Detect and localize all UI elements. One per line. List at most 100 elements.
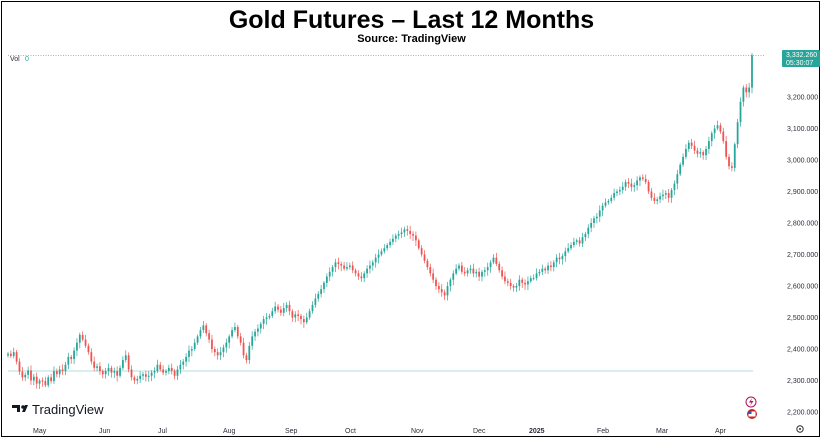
- candle-body: [374, 257, 377, 263]
- candle-body: [400, 232, 403, 235]
- tradingview-logo: TradingView: [12, 402, 104, 417]
- candle-body: [604, 202, 607, 206]
- candle-body: [337, 262, 340, 264]
- candle-body: [389, 241, 391, 246]
- y-axis: 3,200.000 3,100.000 3,000.000 2,900.000 2,80…: [787, 95, 818, 417]
- candle-body: [667, 193, 670, 198]
- candle-body: [351, 265, 354, 271]
- candle-body: [162, 369, 165, 373]
- candle-body: [182, 361, 185, 365]
- candle-body: [535, 273, 538, 279]
- candle-body: [521, 279, 524, 283]
- candle-body: [101, 371, 104, 375]
- candle-body: [567, 248, 570, 252]
- candle-body: [371, 262, 374, 266]
- candle-body: [705, 148, 707, 156]
- candle-body: [420, 248, 423, 255]
- candle-body: [644, 178, 647, 183]
- candle-body: [515, 286, 518, 288]
- candle-body: [641, 177, 644, 179]
- candle-body: [650, 191, 653, 198]
- x-tick-label: Dec: [473, 428, 486, 435]
- candle-body: [213, 349, 216, 353]
- candle-body: [486, 267, 489, 271]
- candle-body: [415, 235, 417, 241]
- candle-body: [30, 370, 32, 381]
- candle-body: [460, 265, 463, 272]
- candle-body: [348, 265, 351, 268]
- lightning-icon[interactable]: [745, 396, 757, 408]
- candle-body: [679, 164, 682, 175]
- candle-body: [139, 375, 142, 379]
- tradingview-logo-icon: [12, 405, 28, 412]
- candle-body: [587, 227, 590, 235]
- candle-body: [314, 298, 317, 305]
- candle-body: [159, 364, 162, 370]
- candle-body: [280, 309, 282, 313]
- chart-grid: [8, 55, 765, 372]
- candle-body: [116, 371, 119, 376]
- x-tick-label: Feb: [597, 428, 609, 435]
- candle-body: [437, 286, 440, 290]
- candle-body: [636, 180, 638, 186]
- candle-body: [328, 271, 331, 277]
- candle-body: [202, 325, 205, 331]
- candle-body: [208, 333, 210, 340]
- candle-body: [300, 315, 302, 320]
- candle-body: [38, 380, 41, 384]
- candle-body: [265, 317, 268, 320]
- candle-body: [481, 271, 483, 277]
- candle-body: [713, 128, 716, 134]
- candle-body: [446, 286, 449, 296]
- candle-body: [153, 371, 156, 373]
- volume-label: Vol: [10, 56, 20, 63]
- settings-gear-icon[interactable]: [796, 425, 804, 433]
- candle-body: [616, 191, 618, 194]
- candle-body: [53, 371, 55, 382]
- candle-body: [483, 270, 486, 272]
- chart-subtitle: Source: TradingView: [357, 33, 466, 45]
- x-tick-label: Jul: [158, 428, 167, 435]
- candle-body: [110, 367, 113, 373]
- candle-body: [76, 342, 78, 351]
- candle-body: [383, 248, 386, 252]
- candle-body: [722, 131, 725, 142]
- candle-body: [541, 268, 544, 272]
- candle-body: [578, 240, 581, 244]
- candle-body: [78, 334, 81, 343]
- y-tick-label: 2,300.000: [787, 378, 818, 385]
- candle-body: [575, 240, 578, 242]
- chart-title: Gold Futures – Last 12 Months: [228, 6, 595, 34]
- candle-body: [9, 353, 12, 356]
- candle-body: [742, 87, 745, 102]
- candle-body: [377, 254, 380, 258]
- candle-body: [639, 177, 641, 181]
- candle-body: [417, 240, 420, 249]
- candle-body: [524, 282, 526, 285]
- y-tick-label: 3,000.000: [787, 158, 818, 165]
- candle-body: [288, 304, 291, 312]
- candle-body: [397, 234, 400, 236]
- candle-body: [702, 152, 705, 156]
- candle-body: [119, 367, 121, 376]
- candle-body: [357, 273, 360, 277]
- candle-body: [409, 230, 412, 235]
- candle-body: [532, 278, 535, 280]
- x-tick-label: Sep: [285, 428, 298, 435]
- candle-body: [15, 352, 18, 362]
- y-tick-label: 3,200.000: [787, 95, 818, 102]
- flag-icon[interactable]: [747, 409, 757, 419]
- candle-body: [165, 371, 167, 373]
- candle-body: [708, 141, 710, 149]
- candle-body: [12, 352, 15, 356]
- candle-body: [627, 182, 630, 184]
- candle-body: [170, 367, 173, 372]
- candle-body: [529, 278, 532, 282]
- y-tick-label: 2,200.000: [787, 410, 818, 417]
- candle-body: [205, 325, 208, 334]
- x-tick-label: Mar: [656, 428, 669, 435]
- candle-body: [254, 331, 256, 337]
- candle-body: [259, 323, 262, 329]
- candle-body: [682, 156, 684, 165]
